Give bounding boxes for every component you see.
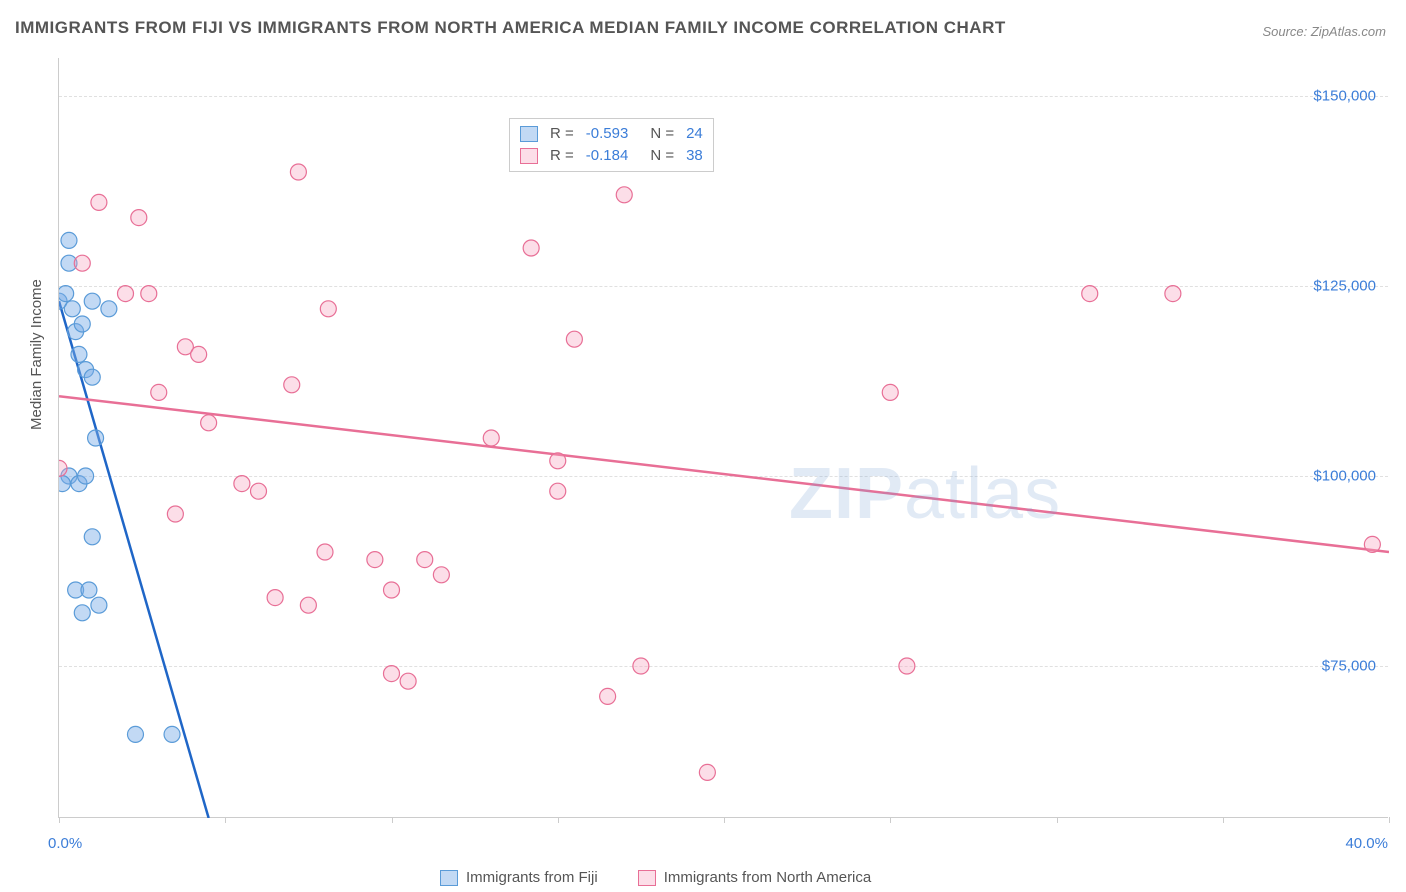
data-point bbox=[367, 552, 383, 568]
data-point bbox=[164, 726, 180, 742]
data-point bbox=[61, 232, 77, 248]
data-point bbox=[74, 316, 90, 332]
data-point bbox=[550, 483, 566, 499]
data-point bbox=[550, 453, 566, 469]
plot-area: $75,000$100,000$125,000$150,000 R = -0.5… bbox=[58, 58, 1388, 818]
data-point bbox=[433, 567, 449, 583]
swatch-na bbox=[638, 870, 656, 886]
source-name: ZipAtlas.com bbox=[1311, 24, 1386, 39]
bottom-legend: Immigrants from Fiji Immigrants from Nor… bbox=[440, 869, 871, 886]
legend-item-na: Immigrants from North America bbox=[638, 869, 872, 886]
data-point bbox=[64, 301, 80, 317]
source-prefix: Source: bbox=[1262, 24, 1310, 39]
swatch-fiji bbox=[440, 870, 458, 886]
data-point bbox=[141, 286, 157, 302]
legend-label-na: Immigrants from North America bbox=[664, 869, 872, 886]
data-point bbox=[101, 301, 117, 317]
y-axis-title: Median Family Income bbox=[28, 279, 45, 430]
data-point bbox=[118, 286, 134, 302]
data-point bbox=[59, 286, 74, 302]
data-point bbox=[384, 666, 400, 682]
r-value-fiji: -0.593 bbox=[586, 123, 629, 145]
data-point bbox=[74, 605, 90, 621]
data-point bbox=[882, 384, 898, 400]
data-point bbox=[234, 476, 250, 492]
watermark: ZIPatlas bbox=[789, 453, 1061, 535]
x-tick bbox=[1389, 817, 1390, 823]
stats-legend: R = -0.593 N = 24 R = -0.184 N = 38 bbox=[509, 118, 714, 172]
data-point bbox=[1364, 536, 1380, 552]
data-point bbox=[320, 301, 336, 317]
source-attribution: Source: ZipAtlas.com bbox=[1262, 24, 1386, 39]
data-point bbox=[251, 483, 267, 499]
r-label: R = bbox=[550, 145, 574, 167]
legend-item-fiji: Immigrants from Fiji bbox=[440, 869, 598, 886]
stats-row-na: R = -0.184 N = 38 bbox=[520, 145, 703, 167]
data-point bbox=[417, 552, 433, 568]
data-point bbox=[81, 582, 97, 598]
x-axis-max-label: 40.0% bbox=[1345, 835, 1388, 852]
data-point bbox=[84, 369, 100, 385]
data-point bbox=[74, 255, 90, 271]
data-point bbox=[566, 331, 582, 347]
data-point bbox=[290, 164, 306, 180]
data-point bbox=[78, 468, 94, 484]
data-point bbox=[284, 377, 300, 393]
data-point bbox=[88, 430, 104, 446]
data-point bbox=[91, 597, 107, 613]
scatter-svg bbox=[59, 58, 1389, 818]
data-point bbox=[167, 506, 183, 522]
data-point bbox=[384, 582, 400, 598]
chart-title: IMMIGRANTS FROM FIJI VS IMMIGRANTS FROM … bbox=[15, 18, 1006, 38]
data-point bbox=[1082, 286, 1098, 302]
data-point bbox=[151, 384, 167, 400]
n-value-fiji: 24 bbox=[686, 123, 703, 145]
watermark-bold: ZIP bbox=[789, 454, 904, 534]
data-point bbox=[400, 673, 416, 689]
data-point bbox=[127, 726, 143, 742]
n-label: N = bbox=[650, 145, 674, 167]
data-point bbox=[600, 688, 616, 704]
stats-row-fiji: R = -0.593 N = 24 bbox=[520, 123, 703, 145]
x-axis-min-label: 0.0% bbox=[48, 835, 82, 852]
n-value-na: 38 bbox=[686, 145, 703, 167]
r-label: R = bbox=[550, 123, 574, 145]
data-point bbox=[699, 764, 715, 780]
data-point bbox=[91, 194, 107, 210]
data-point bbox=[523, 240, 539, 256]
data-point bbox=[191, 346, 207, 362]
n-label: N = bbox=[650, 123, 674, 145]
data-point bbox=[84, 529, 100, 545]
data-point bbox=[899, 658, 915, 674]
data-point bbox=[84, 293, 100, 309]
r-value-na: -0.184 bbox=[586, 145, 629, 167]
legend-label-fiji: Immigrants from Fiji bbox=[466, 869, 598, 886]
data-point bbox=[300, 597, 316, 613]
data-point bbox=[616, 187, 632, 203]
data-point bbox=[317, 544, 333, 560]
data-point bbox=[131, 210, 147, 226]
data-point bbox=[633, 658, 649, 674]
trend-line bbox=[59, 396, 1389, 552]
data-point bbox=[201, 415, 217, 431]
data-point bbox=[267, 590, 283, 606]
data-point bbox=[59, 476, 70, 492]
data-point bbox=[71, 346, 87, 362]
data-point bbox=[1165, 286, 1181, 302]
watermark-thin: atlas bbox=[904, 454, 1061, 534]
swatch-fiji bbox=[520, 126, 538, 142]
data-point bbox=[483, 430, 499, 446]
swatch-na bbox=[520, 148, 538, 164]
